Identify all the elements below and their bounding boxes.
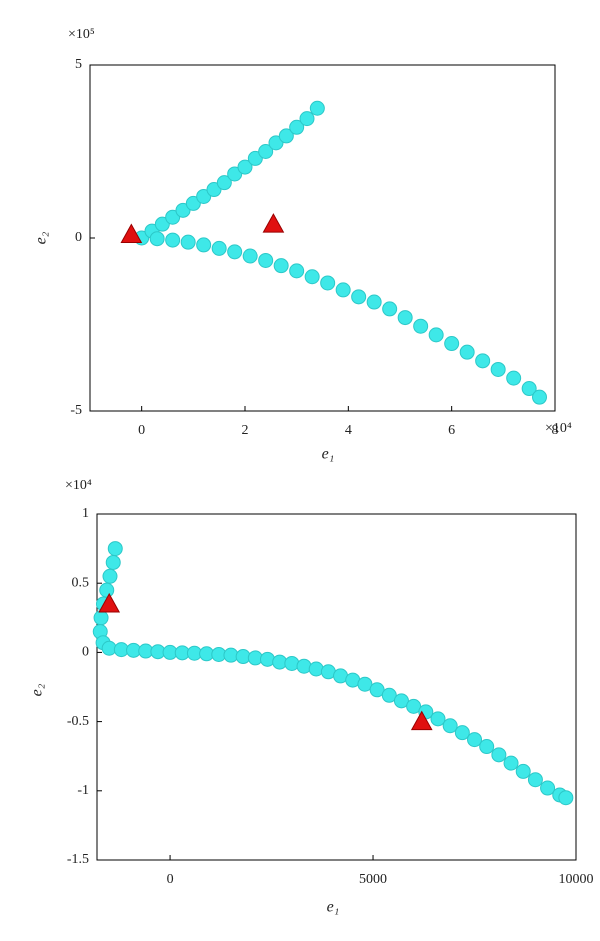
data-point [454,725,470,741]
data-point [237,159,253,175]
data-point [154,216,170,232]
data-point [515,763,531,779]
x-tick-label: 5000 [359,872,387,887]
data-point [369,682,385,698]
y-axis-label: e₂ [33,231,50,244]
data-point [442,718,458,734]
data-point [196,188,212,204]
data-point [366,294,382,310]
data-point [107,541,123,557]
data-point [259,651,275,667]
data-point [397,310,413,326]
data-point [165,232,181,248]
data-point [506,370,522,386]
data-point [406,698,422,714]
data-point [491,747,507,763]
data-point [475,353,491,369]
y-tick-label: -1.5 [67,852,89,867]
data-point [357,676,373,692]
x-tick-label: 2 [242,423,249,438]
data-point [351,289,367,305]
x-tick-label: 4 [345,423,352,438]
data-point [467,732,483,748]
data-point [102,568,118,584]
data-point [99,582,115,598]
x-tick-label: 0 [167,872,174,887]
data-point [273,258,289,274]
data-point [105,554,121,570]
data-point [430,711,446,727]
data-point [490,361,506,377]
y-tick-label: -5 [70,403,82,418]
data-point [382,301,398,317]
data-point [289,263,305,279]
data-point [185,195,201,211]
plot-frame [96,513,577,861]
data-point [503,755,519,771]
data-point [247,150,263,166]
data-point [558,790,574,806]
data-point [258,252,274,268]
data-point [296,658,312,674]
data-point [211,240,227,256]
x-axis-label: e₁ [327,899,340,916]
data-point [93,610,109,626]
data-point [444,336,460,352]
data-point [320,275,336,291]
y-tick-label: 1 [82,506,89,521]
data-point [532,389,547,405]
data-point [308,661,324,677]
data-point [278,128,294,144]
data-point [381,687,397,703]
data-point [428,327,444,343]
data-point [540,780,556,796]
data-point [479,739,495,755]
x-axis-label: e₁ [322,446,335,463]
centroid-marker [262,213,285,233]
centroid-marker [120,223,143,244]
data-point [242,248,258,264]
y-tick-label: -1 [77,783,89,798]
data-point [299,111,315,127]
data-point [289,119,305,135]
x-multiplier: ×10⁴ [545,421,572,436]
centroid-marker [410,710,433,731]
y-tick-label: 0 [75,230,82,245]
y-multiplier: ×10⁴ [65,478,92,493]
data-point [284,655,300,671]
y-tick-label: 0 [82,645,89,660]
data-point [393,693,409,709]
x-tick-label: 8 [552,423,559,438]
y-axis-label: e₂ [29,683,46,696]
data-point [165,209,181,225]
data-point [175,202,191,218]
data-point [459,344,475,360]
data-point [196,237,212,253]
y-tick-label: -0.5 [67,714,89,729]
data-point [335,282,351,298]
data-point [180,234,196,250]
data-point [206,182,222,198]
data-point [227,244,243,260]
x-tick-label: 0 [138,423,145,438]
y-tick-label: 0.5 [72,575,90,590]
x-tick-label: 6 [448,423,455,438]
y-tick-label: 5 [75,57,82,72]
data-point [527,772,543,788]
data-point [216,175,232,191]
data-point [304,269,320,285]
data-point [268,135,284,151]
data-point [227,166,243,182]
data-point [309,100,325,116]
data-point [521,381,537,397]
centroid-marker [98,592,121,613]
data-point [413,318,429,334]
x-tick-label: 10000 [559,872,594,887]
data-point [149,231,165,247]
data-point [258,144,274,159]
y-multiplier: ×10⁵ [68,27,95,42]
